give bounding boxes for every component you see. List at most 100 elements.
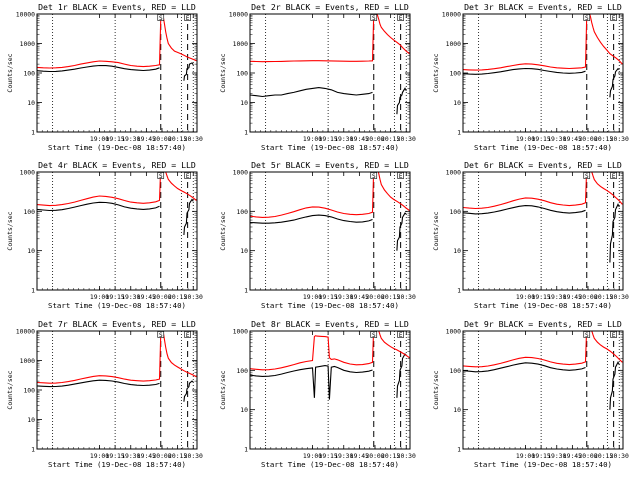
x-tick-label: 20:00 <box>578 452 597 460</box>
series-line-black <box>609 203 620 263</box>
marker-label: S <box>159 332 163 339</box>
plot-frame <box>462 171 624 291</box>
x-tick-label: 20:15 <box>381 135 400 143</box>
plot-frame <box>249 13 411 133</box>
x-tick-label: 19:15 <box>532 452 551 460</box>
marker-label: E <box>399 15 403 22</box>
marker-label: E <box>186 332 190 339</box>
y-tick-label: 10 <box>27 247 35 255</box>
x-tick-label: 20:00 <box>578 293 597 301</box>
series-line-black <box>463 205 586 215</box>
series-group <box>463 14 623 98</box>
y-tick-label: 10 <box>27 99 35 107</box>
x-tick-label: 19:45 <box>563 293 582 301</box>
x-tick-label: 19:15 <box>319 293 338 301</box>
y-tick-label: 1 <box>457 129 461 137</box>
chart-panel-9: Det 9r BLACK = Events, RED = LLD Counts/s… <box>432 319 629 469</box>
x-tick-label: 19:00 <box>516 135 535 143</box>
y-tick-label: 10000 <box>229 11 248 19</box>
y-tick-label: 10 <box>240 406 248 414</box>
y-tick-label: 100 <box>449 208 461 216</box>
x-tick-label: 19:00 <box>303 293 322 301</box>
marker-label: S <box>372 15 376 22</box>
y-tick-label: 1 <box>457 287 461 295</box>
series-group <box>250 172 410 251</box>
x-tick-label: 20:30 <box>610 452 629 460</box>
y-tick-label: 1 <box>31 446 35 454</box>
x-tick-label: 19:00 <box>303 452 322 460</box>
x-tick-label: 19:30 <box>547 452 566 460</box>
x-tick-label: 19:30 <box>334 452 353 460</box>
marker-label: E <box>612 173 616 180</box>
chart-title: Det 1r BLACK = Events, RED = LLD <box>38 2 196 12</box>
series-group <box>37 172 197 236</box>
marker-label: S <box>585 173 589 180</box>
y-tick-label: 10 <box>453 247 461 255</box>
x-axis-label: Start Time (19-Dec-08 18:57:40) <box>48 143 186 152</box>
series-line-black <box>463 362 586 373</box>
y-tick-label: 100 <box>236 367 248 375</box>
series-line-red <box>250 172 410 218</box>
x-tick-label: 20:00 <box>365 293 384 301</box>
x-tick-label: 20:30 <box>184 293 203 301</box>
chart-panel-8: Det 8r BLACK = Events, RED = LLD Counts/s… <box>219 319 416 469</box>
plot-frame <box>462 13 624 133</box>
series-line-black <box>396 87 407 115</box>
chart-title: Det 2r BLACK = Events, RED = LLD <box>251 2 409 12</box>
y-tick-label: 100 <box>236 208 248 216</box>
chart-panel-1: Det 1r BLACK = Events, RED = LLD Counts/s… <box>6 2 203 152</box>
y-tick-label: 1000 <box>446 40 462 48</box>
x-tick-label: 19:15 <box>319 135 338 143</box>
chart-panel-4: Det 4r BLACK = Events, RED = LLD Counts/s… <box>6 160 203 310</box>
y-axis-label: Counts/sec <box>219 370 227 409</box>
series-line-black <box>37 64 160 73</box>
series-line-black <box>183 62 194 81</box>
x-tick-label: 20:00 <box>365 452 384 460</box>
x-tick-label: 19:15 <box>106 452 125 460</box>
series-group <box>37 331 197 402</box>
x-tick-label: 20:30 <box>397 293 416 301</box>
series-line-black <box>396 212 407 251</box>
x-tick-label: 20:15 <box>381 452 400 460</box>
y-tick-label: 1000 <box>20 169 36 177</box>
y-tick-label: 100 <box>23 70 35 78</box>
x-tick-label: 20:30 <box>397 452 416 460</box>
chart-title: Det 9r BLACK = Events, RED = LLD <box>464 319 622 329</box>
y-tick-label: 1000 <box>20 357 36 365</box>
y-tick-label: 1000 <box>233 328 249 336</box>
x-tick-label: 19:00 <box>90 135 109 143</box>
series-line-black <box>463 67 586 75</box>
chart-panel-2: Det 2r BLACK = Events, RED = LLD Counts/s… <box>219 2 416 152</box>
plot-frame <box>36 330 198 450</box>
x-tick-label: 20:00 <box>578 135 597 143</box>
x-tick-label: 19:15 <box>106 293 125 301</box>
series-line-black <box>250 87 373 98</box>
x-tick-label: 20:15 <box>381 293 400 301</box>
y-tick-label: 100 <box>449 70 461 78</box>
series-line-red <box>37 14 197 69</box>
x-tick-label: 20:00 <box>152 135 171 143</box>
series-line-red <box>250 331 410 371</box>
y-tick-label: 1 <box>244 129 248 137</box>
chart-panel-6: Det 6r BLACK = Events, RED = LLD Counts/s… <box>432 160 629 310</box>
x-tick-label: 19:45 <box>563 135 582 143</box>
series-line-black <box>183 198 194 236</box>
series-line-black <box>250 365 373 400</box>
marker-label: S <box>585 332 589 339</box>
x-tick-label: 20:15 <box>594 293 613 301</box>
x-tick-label: 20:30 <box>610 293 629 301</box>
marker-label: S <box>159 15 163 22</box>
x-axis-label: Start Time (19-Dec-08 18:57:40) <box>474 143 612 152</box>
y-axis-label: Counts/sec <box>432 370 440 409</box>
series-line-black <box>396 353 407 398</box>
y-axis-label: Counts/sec <box>219 53 227 92</box>
series-group <box>463 331 623 410</box>
y-tick-label: 10000 <box>16 11 35 19</box>
x-axis-label: Start Time (19-Dec-08 18:57:40) <box>261 301 399 310</box>
x-tick-label: 19:00 <box>516 452 535 460</box>
y-axis-label: Counts/sec <box>6 370 14 409</box>
x-axis-label: Start Time (19-Dec-08 18:57:40) <box>474 301 612 310</box>
x-tick-label: 20:15 <box>594 135 613 143</box>
